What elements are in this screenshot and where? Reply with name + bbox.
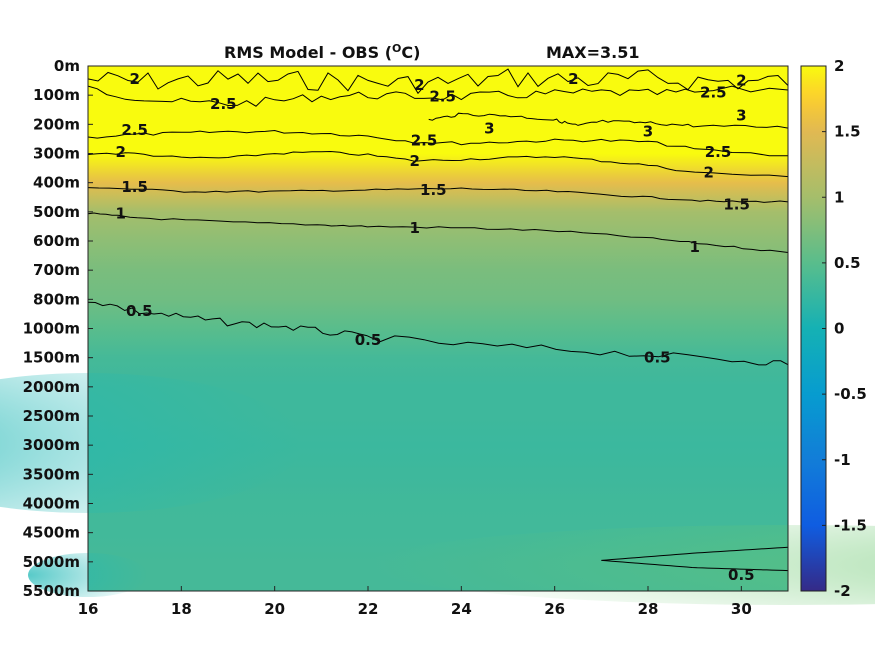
y-tick-label: 700m — [33, 261, 80, 279]
x-tick-label: 26 — [544, 600, 565, 618]
contour-label: 2.5 — [121, 121, 148, 139]
colorbar-tick-label: -1.5 — [834, 516, 867, 534]
contour-label: 0.5 — [644, 349, 671, 367]
contour-label: 1.5 — [121, 178, 148, 196]
y-tick-label: 800m — [33, 290, 80, 308]
contour-line — [87, 150, 789, 178]
low-rms-lobe-west — [0, 373, 303, 513]
contour-label: 2 — [568, 70, 578, 88]
contour-label: 0.5 — [728, 566, 755, 584]
contour-line — [87, 68, 789, 95]
contour-label: 2 — [736, 72, 746, 90]
contour-label: 2 — [115, 143, 125, 161]
y-tick-label: 4000m — [23, 495, 80, 513]
plot-area: 22.52.521.510.522.52.521.510.53232.5232.… — [0, 65, 875, 605]
y-tick-label: 2000m — [23, 378, 80, 396]
contour-label: 2.5 — [705, 143, 732, 161]
contour-labels: 22.52.521.510.522.52.521.510.53232.5232.… — [115, 70, 754, 584]
contour-label: 2 — [129, 70, 139, 88]
contour-label: 3 — [736, 107, 746, 125]
heatmap-field — [88, 66, 788, 591]
y-tick-label: 600m — [33, 232, 80, 250]
colorbar-ticks: 2 1.5 1 0.5 0 -0.5 -1 -1.5 -2 — [822, 57, 867, 600]
x-tick-label: 24 — [451, 600, 472, 618]
y-tick-label: 4500m — [23, 524, 80, 542]
colorbar-tick-label: 1 — [834, 188, 844, 206]
y-tick-label: 500m — [33, 203, 80, 221]
contour-line — [428, 112, 789, 129]
y-tick-label: 5500m — [23, 582, 80, 600]
contour-label: 0.5 — [355, 331, 382, 349]
y-tick-label: 2500m — [23, 407, 80, 425]
contour-label: 2 — [703, 163, 713, 181]
y-tick-label: 3000m — [23, 436, 80, 454]
contour-label: 0.5 — [126, 302, 153, 320]
chart-title: RMS Model - OBS (OC) — [224, 42, 420, 62]
contour-label: 2.5 — [411, 131, 438, 149]
colorbar-scale — [800, 65, 827, 592]
y-tick-label: 1000m — [23, 320, 80, 338]
x-tick-label: 18 — [171, 600, 192, 618]
y-tick-label: 3500m — [23, 465, 80, 483]
contour-line — [87, 85, 789, 107]
contour-line — [87, 212, 789, 253]
contour-label: 1.5 — [420, 181, 447, 199]
contour-label: 1.5 — [723, 196, 750, 214]
max-value-label: MAX=3.51 — [546, 43, 640, 62]
y-tick-label: 400m — [33, 174, 80, 192]
colorbar-tick-label: 0 — [834, 320, 844, 338]
y-tick-label: 200m — [33, 115, 80, 133]
x-tick-label: 22 — [358, 600, 379, 618]
x-axis: 16 18 20 22 24 26 28 30 — [78, 586, 752, 618]
y-tick-label: 300m — [33, 145, 80, 163]
colorbar-tick-label: 0.5 — [834, 254, 861, 272]
contour-label: 1 — [689, 238, 699, 256]
contour-label: 2.5 — [700, 83, 727, 101]
contour-line — [87, 187, 789, 203]
x-tick-label: 16 — [78, 600, 99, 618]
colorbar-tick-label: -0.5 — [834, 385, 867, 403]
colorbar-tick-label: 2 — [834, 57, 844, 75]
x-tick-label: 20 — [264, 600, 285, 618]
contour-label: 2.5 — [429, 88, 456, 106]
colorbar: 2 1.5 1 0.5 0 -0.5 -1 -1.5 -2 — [800, 57, 867, 600]
y-tick-label: 1500m — [23, 349, 80, 367]
x-tick-label: 30 — [731, 600, 752, 618]
contour-line — [601, 546, 789, 572]
warm-lobe-east — [368, 525, 875, 605]
contour-label: 1 — [115, 204, 125, 222]
contour-label: 2 — [409, 152, 419, 170]
x-tick-label: 28 — [638, 600, 659, 618]
y-tick-label: 0m — [54, 57, 80, 75]
contour-line — [87, 129, 789, 157]
contour-label: 2.5 — [210, 95, 237, 113]
y-axis: 0m 100m 200m 300m 400m 500m 600m 700m 800m 1000m 1… — [23, 57, 93, 600]
colorbar-tick-label: 1.5 — [834, 123, 861, 141]
contour-label: 1 — [409, 219, 419, 237]
colorbar-tick-label: -2 — [834, 582, 851, 600]
y-tick-label: 100m — [33, 86, 80, 104]
y-tick-label: 5000m — [23, 553, 80, 571]
contour-label: 3 — [484, 120, 494, 138]
contour-line — [87, 301, 789, 366]
contour-label: 3 — [643, 123, 653, 141]
contour-lines — [87, 68, 789, 572]
contour-label: 2 — [414, 76, 424, 94]
colorbar-tick-label: -1 — [834, 451, 851, 469]
